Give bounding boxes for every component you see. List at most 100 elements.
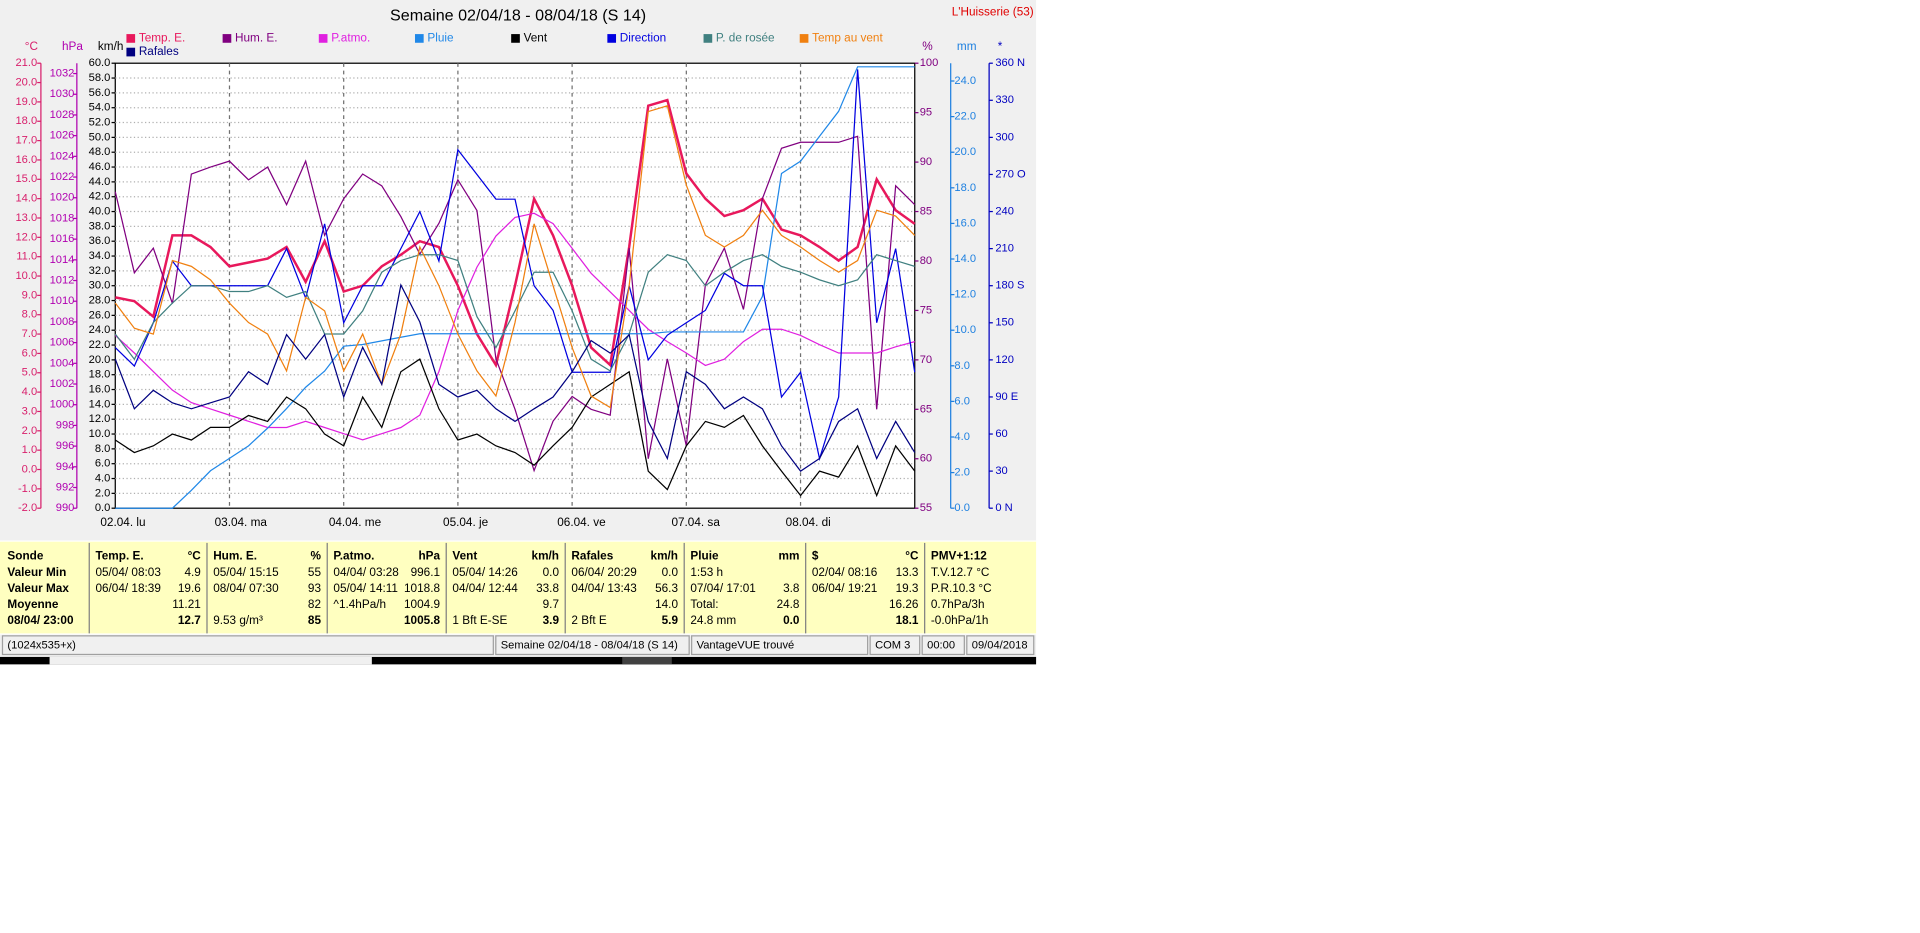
status-text: 00:00 bbox=[927, 640, 955, 652]
cell-note: 24.8 mm bbox=[690, 614, 736, 627]
status-panel bbox=[921, 635, 965, 656]
row-label: Valeur Max bbox=[7, 582, 69, 595]
y-tick-label: 26.0 bbox=[89, 309, 111, 321]
y-tick-label: 50.0 bbox=[89, 131, 111, 143]
y-tick-label: 48.0 bbox=[89, 146, 111, 158]
cell-note: 06/04/ 18:39 bbox=[95, 582, 160, 595]
y-tick-label: 990 bbox=[56, 502, 75, 514]
y-tick-label: 12.0 bbox=[89, 413, 111, 425]
cell-note: 06/04/ 20:29 bbox=[571, 566, 636, 579]
cell-value: 56.3 bbox=[655, 582, 678, 595]
legend-label: Temp au vent bbox=[812, 32, 883, 45]
column-title: Rafales bbox=[571, 550, 613, 563]
y-tick-label: 3.0 bbox=[22, 405, 38, 417]
column-unit: hPa bbox=[418, 550, 440, 563]
axis-unit: hPa bbox=[62, 40, 83, 53]
y-tick-label: 8.0 bbox=[95, 443, 111, 455]
y-tick-label: 28.0 bbox=[89, 294, 111, 306]
cell-note: 1 Bft E-SE bbox=[452, 614, 507, 627]
cell-value: 5.9 bbox=[662, 614, 679, 627]
cell-value: 19.6 bbox=[178, 582, 201, 595]
cell-value: 3.9 bbox=[543, 614, 560, 627]
column-title: P.atmo. bbox=[333, 550, 374, 563]
cell-value: 0.0 bbox=[662, 566, 679, 579]
y-tick-label: 20.0 bbox=[15, 77, 37, 89]
series-line bbox=[114, 358, 916, 498]
legend-label: Rafales bbox=[139, 45, 179, 58]
cell-value: 1005.8 bbox=[404, 614, 440, 627]
chart-title: Semaine 02/04/18 - 08/04/18 (S 14) bbox=[390, 6, 646, 24]
status-text: (1024x535+x) bbox=[7, 640, 76, 652]
y-tick-label: 4.0 bbox=[95, 472, 111, 484]
y-tick-label: 14.0 bbox=[15, 193, 37, 205]
y-tick-label: 996 bbox=[56, 440, 75, 452]
series-line bbox=[114, 135, 916, 473]
y-tick-label: 30 bbox=[995, 465, 1007, 477]
scrollbar-thumb[interactable] bbox=[49, 656, 372, 665]
legend-swatch bbox=[799, 34, 809, 43]
y-tick-label: 2.0 bbox=[22, 425, 38, 437]
y-tick-label: 46.0 bbox=[89, 161, 111, 173]
series-line bbox=[114, 69, 916, 462]
cell-note: 2 Bft E bbox=[571, 614, 606, 627]
cell-note: 05/04/ 14:26 bbox=[452, 566, 518, 579]
y-tick-label: 60 bbox=[920, 453, 932, 465]
y-tick-label: 90 bbox=[920, 156, 932, 168]
column-title: $ bbox=[812, 550, 819, 563]
y-tick-label: 12.0 bbox=[15, 231, 37, 243]
column-unit: °C bbox=[188, 550, 202, 563]
y-tick-label: 4.0 bbox=[22, 386, 38, 398]
y-tick-label: 1010 bbox=[50, 295, 75, 307]
column-unit: % bbox=[311, 550, 322, 563]
y-tick-label: 1004 bbox=[50, 357, 75, 369]
legend-swatch bbox=[222, 34, 232, 43]
y-tick-label: 994 bbox=[56, 461, 75, 473]
y-tick-label: 70 bbox=[920, 354, 932, 366]
y-tick-label: 1016 bbox=[50, 233, 75, 245]
y-tick-label: 10.0 bbox=[89, 428, 111, 440]
y-tick-label: 1012 bbox=[50, 274, 75, 286]
status-panel bbox=[869, 635, 921, 656]
y-tick-label: 100 bbox=[920, 57, 939, 69]
legend-swatch bbox=[414, 34, 424, 43]
y-tick-label: 22.0 bbox=[89, 339, 111, 351]
y-tick-label: 2.0 bbox=[954, 467, 970, 479]
row-label: Moyenne bbox=[7, 598, 58, 611]
y-tick-label: 180 S bbox=[995, 280, 1024, 292]
legend-label: Pluie bbox=[427, 32, 454, 45]
y-tick-label: 60.0 bbox=[89, 57, 111, 69]
cell-value: 9.7 bbox=[543, 598, 559, 611]
y-tick-label: 6.0 bbox=[95, 458, 111, 470]
y-tick-label: 52.0 bbox=[89, 116, 111, 128]
y-tick-label: 34.0 bbox=[89, 250, 111, 262]
status-panel bbox=[495, 635, 690, 656]
cell-note: 08/04/ 07:30 bbox=[213, 582, 279, 595]
y-tick-label: 90 E bbox=[995, 391, 1018, 403]
y-tick-label: 0.0 bbox=[22, 463, 38, 475]
y-tick-label: 17.0 bbox=[15, 135, 37, 147]
x-tick-label: 05.04. je bbox=[443, 516, 489, 529]
legend-swatch bbox=[511, 34, 520, 43]
legend-label: Direction bbox=[620, 32, 666, 45]
y-tick-label: 38.0 bbox=[89, 220, 111, 232]
y-tick-label: 55 bbox=[920, 502, 932, 514]
axis-unit: * bbox=[998, 40, 1003, 53]
station-name: L'Huisserie (53) bbox=[952, 6, 1034, 19]
y-tick-label: 24.0 bbox=[954, 75, 976, 87]
y-tick-label: 300 bbox=[995, 131, 1014, 143]
y-tick-label: 32.0 bbox=[89, 265, 111, 277]
axis-unit: mm bbox=[957, 40, 977, 53]
cell-value: 4.9 bbox=[184, 566, 200, 579]
y-tick-label: 120 bbox=[995, 354, 1014, 366]
cell-value: 13.3 bbox=[896, 566, 919, 579]
y-tick-label: 360 N bbox=[995, 57, 1025, 69]
cell-note: 07/04/ 17:01 bbox=[690, 582, 755, 595]
status-bar bbox=[0, 634, 1037, 657]
y-tick-label: 0 N bbox=[995, 502, 1012, 514]
y-tick-label: 1026 bbox=[50, 130, 75, 142]
row-label: Valeur Min bbox=[7, 566, 66, 579]
y-tick-label: 24.0 bbox=[89, 324, 111, 336]
cell-value: 85 bbox=[308, 614, 322, 627]
y-tick-label: 22.0 bbox=[954, 111, 976, 123]
y-tick-label: 12.0 bbox=[954, 289, 976, 301]
